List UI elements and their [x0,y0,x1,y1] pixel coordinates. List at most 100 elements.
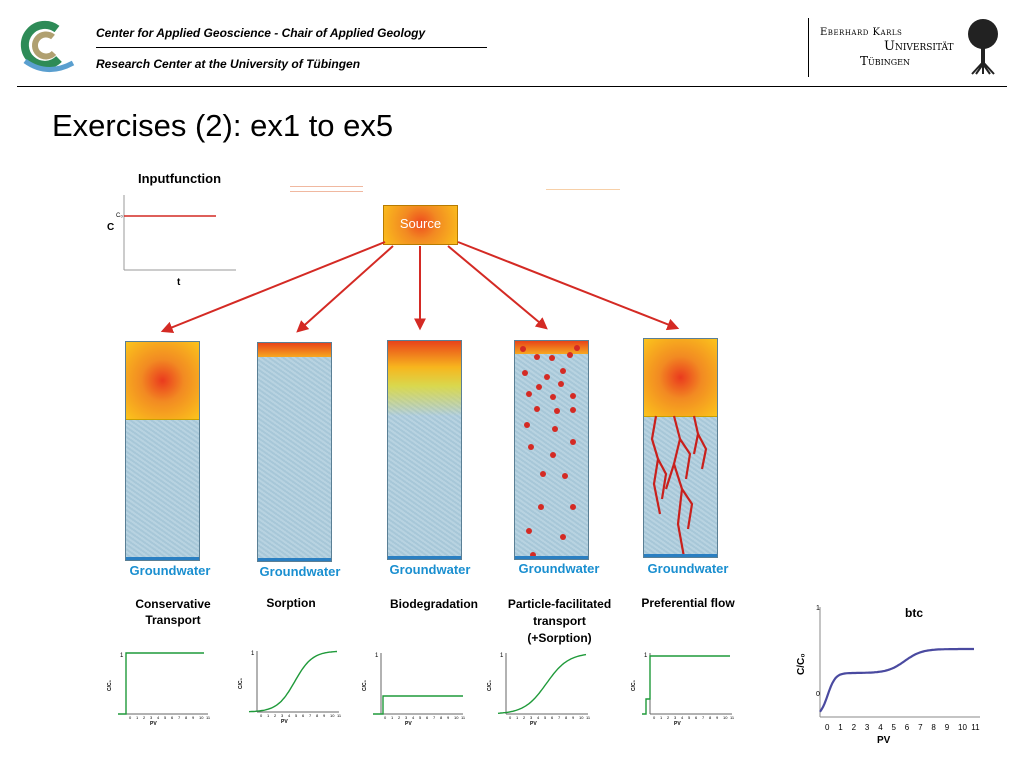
column-sorption [257,342,332,562]
mini-xtick: 11 [461,715,466,720]
mini-xtick: 0 [384,715,387,720]
mini-xtick: 5 [295,713,298,718]
mini-x-label: PV [674,721,681,727]
groundwater-label: Groundwater [129,563,211,578]
mini-xtick: 2 [667,715,670,720]
btc-x-label: PV [877,735,891,746]
mini-curve [118,652,204,715]
btc-xtick: 1 [838,723,843,732]
mini-xtick: 10 [723,715,728,720]
mini-y-label: C/C₀ [238,678,244,689]
mini-xtick: 2 [398,715,401,720]
mini-xtick: 7 [178,715,181,720]
header-divider-short [96,47,487,48]
process-label-sorption: Sorption [266,596,316,610]
center-logo [17,15,75,73]
particles [520,345,580,558]
btc-xtick: 8 [931,723,936,732]
btc-plot: btc C/C₀ 1 0 PV 0 1 2 3 4 5 6 7 8 9 10 11 [796,605,980,746]
input-y-label: C [107,222,114,233]
mini-xtick: 10 [579,715,584,720]
groundwater-label: Groundwater [518,561,600,576]
contaminant-zone [644,339,717,417]
arrow-to-sorption [296,245,394,333]
mini-xtick: 3 [281,713,284,718]
mini-ytick-top: 1 [120,653,124,659]
column-conservative [125,341,200,561]
groundwater-table [515,556,588,559]
mini-xtick: 5 [419,715,422,720]
mini-xtick: 11 [337,713,342,718]
mini-xtick: 1 [391,715,394,720]
mini-curve [497,653,587,714]
mini-xtick: 10 [454,715,459,720]
mini-xtick: 0 [260,713,263,718]
mini-xtick: 6 [171,715,174,720]
mini-xtick: 7 [433,715,436,720]
input-function-plot: C C₀ t [107,195,236,288]
mini-xtick: 2 [143,715,146,720]
btc-title: btc [905,606,923,620]
mini-xtick: 0 [653,715,656,720]
mini-xtick: 5 [688,715,691,720]
column-biodegradation [387,340,462,560]
column-preferential [643,338,718,558]
process-label-biodegradation: Biodegradation [389,597,478,611]
mini-xtick: 0 [509,715,512,720]
contaminant-zone [258,343,331,357]
mini-xtick: 8 [316,713,319,718]
mini-xtick: 5 [544,715,547,720]
contaminant-zone [515,341,588,354]
mini-xtick: 8 [440,715,443,720]
university-name-line2: Universität [884,39,954,54]
mini-curve [642,655,730,715]
mini-xtick: 4 [288,713,291,718]
mini-xtick: 11 [206,715,211,720]
btc-xtick: 10 [958,723,967,732]
column-particle [514,340,589,560]
mini-xtick: 9 [323,713,326,718]
mini-curve [373,695,463,715]
institute-name: Center for Applied Geoscience - Chair of… [96,26,426,40]
btc-xtick: 5 [892,723,897,732]
input-function-title: Inputfunction [138,171,222,186]
mini-xtick: 6 [426,715,429,720]
mini-xtick: 6 [551,715,554,720]
mini-xtick: 3 [674,715,677,720]
groundwater-table [258,558,331,561]
mini-x-label: PV [530,721,537,727]
btc-ytick-top: 1 [816,605,820,612]
source-box: Source [383,205,458,245]
arrow-to-particle [447,245,548,330]
mini-xtick: 7 [309,713,312,718]
mini-xtick: 10 [330,713,335,718]
mini-xtick: 8 [185,715,188,720]
groundwater-label: Groundwater [647,561,729,576]
mini-xtick: 1 [136,715,139,720]
mini-x-label: PV [405,721,412,727]
input-x-label: t [177,277,181,288]
mini-xtick: 0 [129,715,132,720]
contaminant-zone [126,342,199,420]
btc-y-label: C/C₀ [796,653,807,675]
btc-xtick: 4 [878,723,883,732]
header-bottom-rule [17,86,1007,87]
process-label-preferential: Preferential flow [641,596,735,610]
btc-xtick: 11 [971,723,980,732]
mini-ytick-top: 1 [500,653,504,659]
groundwater-label: Groundwater [259,564,341,579]
university-name-line1: Eberhard Karls [820,27,903,38]
arrow-to-conservative [160,241,386,333]
mini-xtick: 11 [730,715,735,720]
decorative-line-1 [290,186,363,187]
mini-xtick: 9 [447,715,450,720]
mini-ytick-top: 1 [644,653,648,659]
page-title: Exercises (2): ex1 to ex5 [52,108,394,143]
mini-xtick: 4 [681,715,684,720]
mini-xtick: 1 [660,715,663,720]
research-center-name: Research Center at the University of Tüb… [96,57,361,71]
mini-xtick: 1 [267,713,270,718]
